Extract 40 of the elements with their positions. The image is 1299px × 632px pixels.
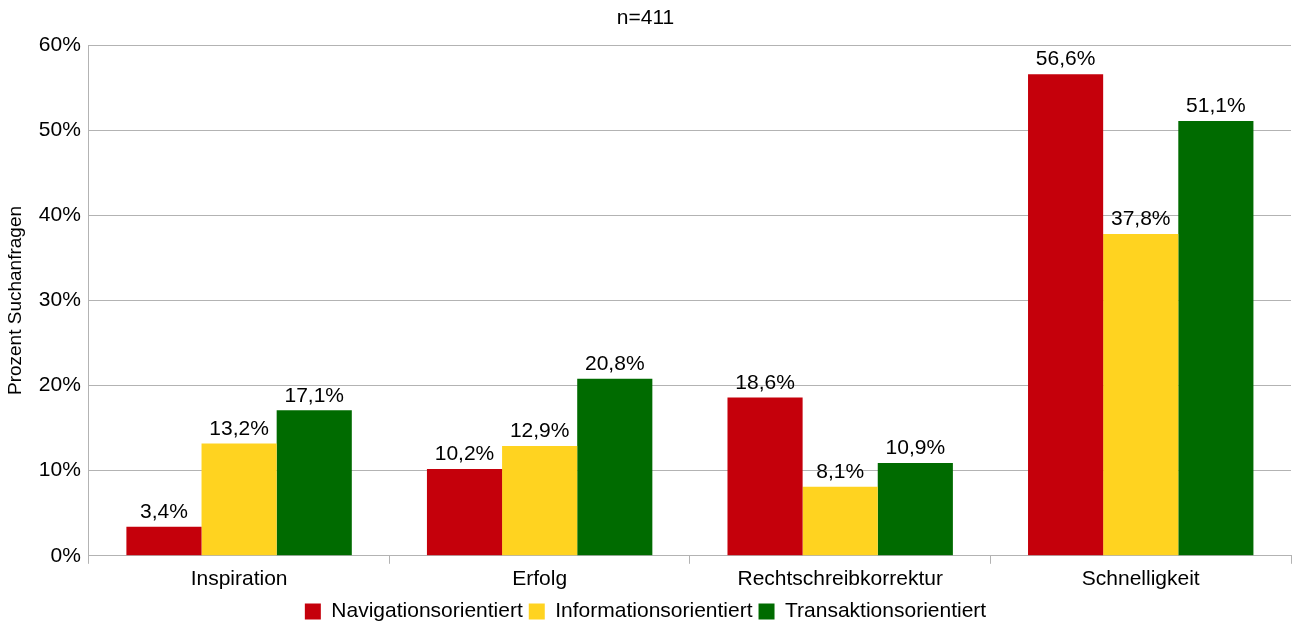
bar xyxy=(727,397,803,556)
y-tick-label: 50% xyxy=(38,117,81,141)
bar xyxy=(1178,120,1254,556)
bar xyxy=(1028,74,1104,556)
legend-label: Informationsorientiert xyxy=(555,598,753,622)
y-tick-label: 60% xyxy=(38,32,81,55)
data-label: 10,2% xyxy=(434,441,495,465)
chart-title: n=411 xyxy=(616,5,675,29)
data-label: 8,1% xyxy=(816,459,865,483)
x-tick-label: Schnelligkeit xyxy=(1081,566,1200,590)
y-tick-label: 10% xyxy=(38,457,81,481)
data-label: 10,9% xyxy=(885,435,946,459)
bar xyxy=(802,486,878,556)
bar xyxy=(877,463,953,556)
y-tick-label: 40% xyxy=(38,202,81,226)
data-label: 13,2% xyxy=(209,415,269,439)
data-label: 20,8% xyxy=(585,351,645,375)
x-tick-label: Rechtschreibkorrektur xyxy=(737,566,943,590)
bar xyxy=(577,378,653,556)
bar xyxy=(426,469,503,556)
bar xyxy=(201,443,277,556)
y-tick-label: 30% xyxy=(38,287,81,311)
data-label: 12,9% xyxy=(509,418,570,442)
data-label: 3,4% xyxy=(140,499,188,523)
y-tick-label: 0% xyxy=(50,542,81,566)
data-label: 37,8% xyxy=(1110,206,1171,230)
y-axis-title: Prozent Suchanfragen xyxy=(3,205,25,396)
bar xyxy=(276,410,352,556)
y-tick-label: 20% xyxy=(38,372,81,396)
data-label: 51,1% xyxy=(1186,93,1246,117)
data-label: 56,6% xyxy=(1035,46,1096,70)
bar xyxy=(1103,234,1179,556)
data-label: 18,6% xyxy=(735,369,795,393)
data-label: 17,1% xyxy=(284,382,345,406)
bar xyxy=(502,446,578,556)
x-tick-label: Erfolg xyxy=(512,566,568,590)
legend-label: Transaktionsorientiert xyxy=(785,598,987,622)
x-tick-label: Inspiration xyxy=(190,566,288,590)
legend-label: Navigationsorientiert xyxy=(331,598,523,622)
bar xyxy=(126,526,202,556)
